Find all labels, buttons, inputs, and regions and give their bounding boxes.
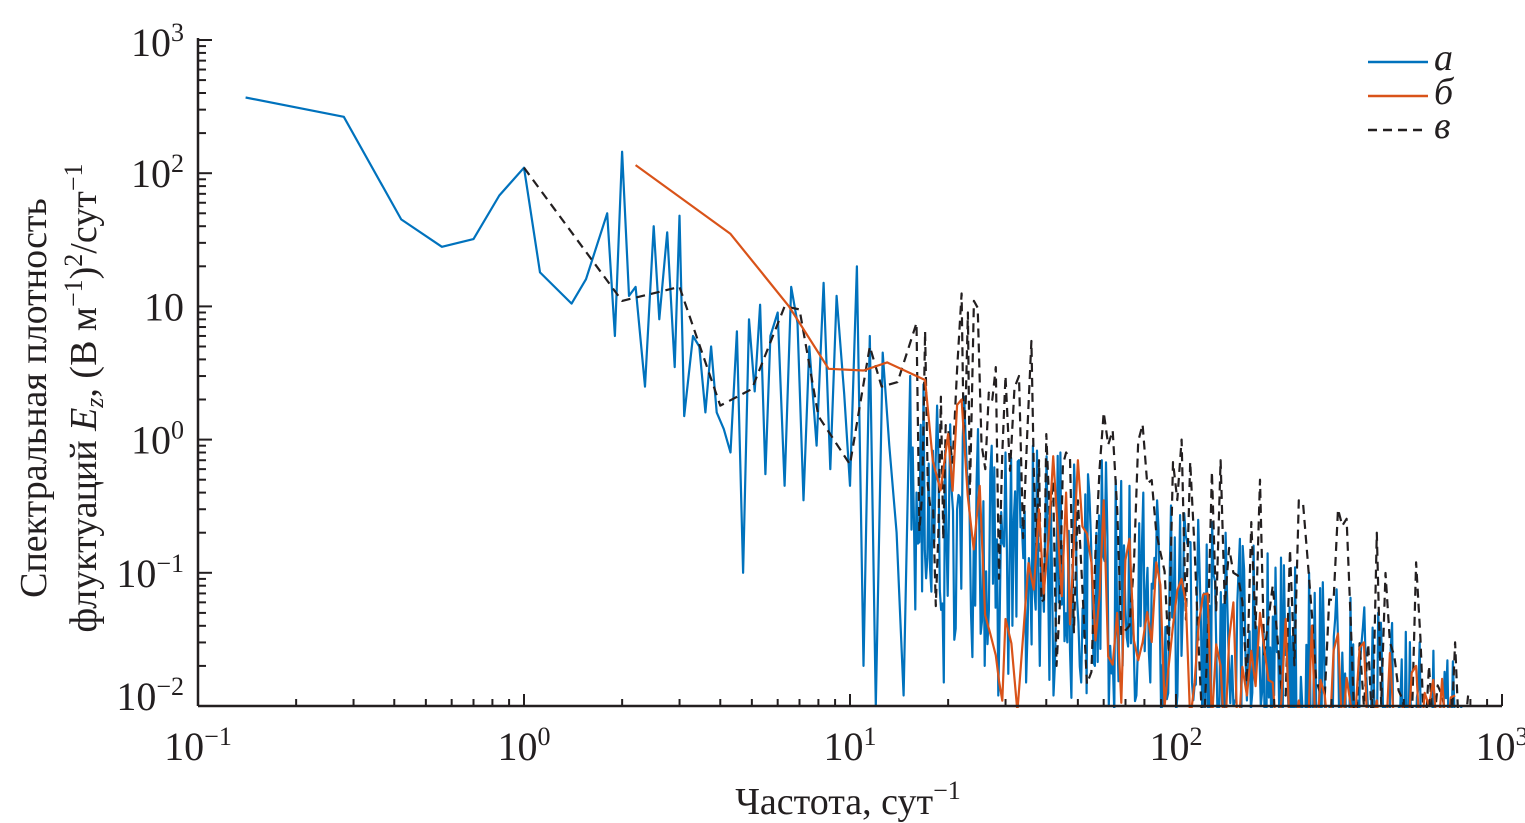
y-tick-label: 10−1 (116, 549, 184, 596)
ylabel-sub: z (80, 398, 109, 409)
x-tick-label: 101 (824, 722, 877, 769)
y-tick-label: 102 (131, 149, 184, 196)
x-tick-label: 10−1 (164, 722, 232, 769)
ylabel-var: E (63, 408, 105, 432)
y-axis-title-line1-group: Спектральная плотность (13, 198, 55, 598)
ylabel-sup2: 2 (59, 254, 88, 267)
ylabel-mid2: ) (63, 267, 105, 280)
series-line-a (245, 96, 1463, 708)
y-axis-title-line2-group: флуктуаций Ez, (В м−1)2/сут−1 (59, 164, 109, 633)
ylabel-prefix: флуктуаций (63, 431, 105, 633)
axes (196, 38, 1503, 708)
legend-label-a: а (1434, 37, 1453, 79)
x-tick-label: 100 (498, 722, 551, 769)
ylabel-mid: , (В м (63, 307, 105, 398)
y-tick-label: 10−2 (116, 672, 184, 719)
y-tick-label: 103 (131, 18, 184, 65)
series-layer (245, 96, 1470, 708)
ylabel-sup3: −1 (59, 164, 88, 192)
x-tick-label: 103 (1476, 722, 1525, 769)
y-axis-title-line2: флуктуаций Ez, (В м−1)2/сут−1 (59, 164, 109, 633)
x-axis-title-text: Частота, сут (735, 781, 933, 823)
x-tick-label: 102 (1150, 722, 1203, 769)
legend-label-c: в (1434, 105, 1451, 147)
ylabel-sup1: −1 (59, 279, 88, 307)
series-line-b (634, 164, 1456, 708)
y-tick-label: 10 (144, 284, 184, 329)
ylabel-end: /сут (63, 191, 105, 254)
y-axis-title-line1: Спектральная плотность (13, 198, 55, 598)
x-axis-title-sup: −1 (933, 776, 961, 805)
legend: а б в (1368, 37, 1455, 147)
legend-label-b: б (1434, 71, 1455, 113)
x-axis-title: Частота, сут−1 (735, 776, 961, 823)
y-tick-label: 100 (131, 416, 184, 463)
